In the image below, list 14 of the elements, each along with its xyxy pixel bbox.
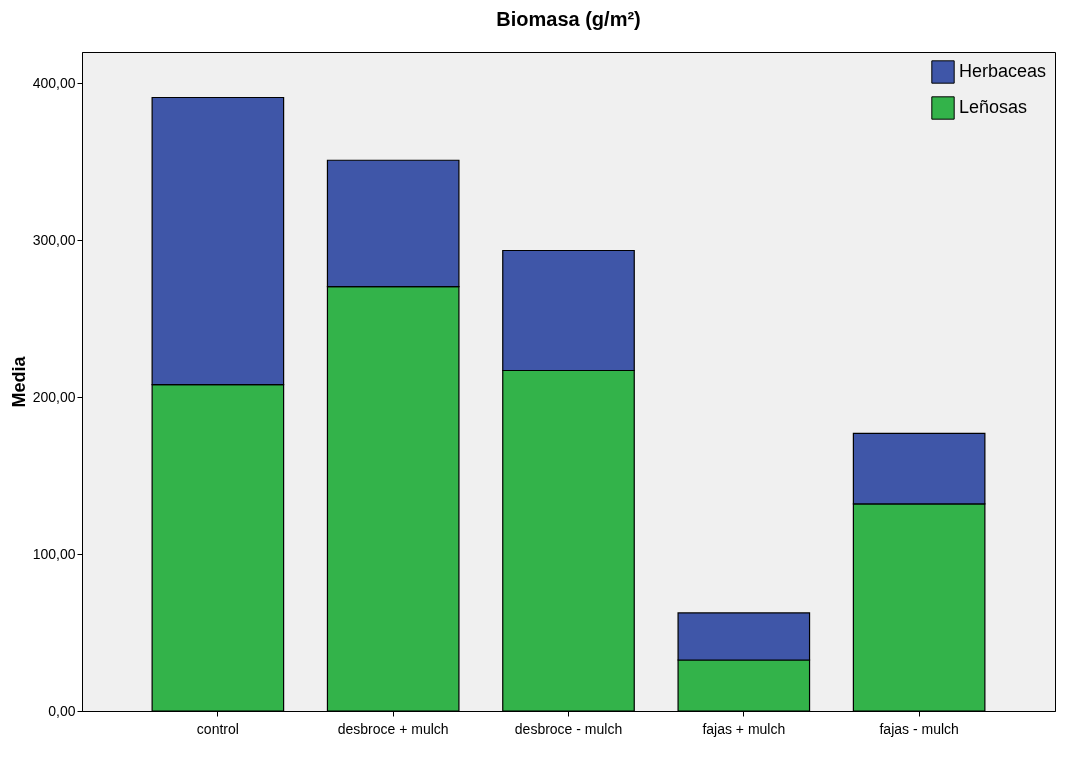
x-tick-label: control (196, 720, 239, 737)
legend-label: Herbaceas (959, 61, 1047, 81)
y-tick-label: 0,00 (48, 702, 76, 719)
y-tick-label: 100,00 (32, 545, 76, 562)
x-tick-label: desbroce - mulch (514, 720, 623, 737)
y-tick-label: 300,00 (32, 231, 76, 248)
y-tick-label: 200,00 (32, 388, 76, 405)
y-tick-label: 400,00 (32, 74, 76, 91)
x-tick-label: fajas + mulch (702, 720, 786, 737)
x-tick-label: desbroce + mulch (337, 720, 449, 737)
x-tick-label: fajas - mulch (879, 720, 959, 737)
legend-label: Leñosas (959, 97, 1028, 117)
y-axis-title: Media (8, 355, 29, 408)
chart-title: Biomasa (g/m²) (496, 8, 641, 30)
